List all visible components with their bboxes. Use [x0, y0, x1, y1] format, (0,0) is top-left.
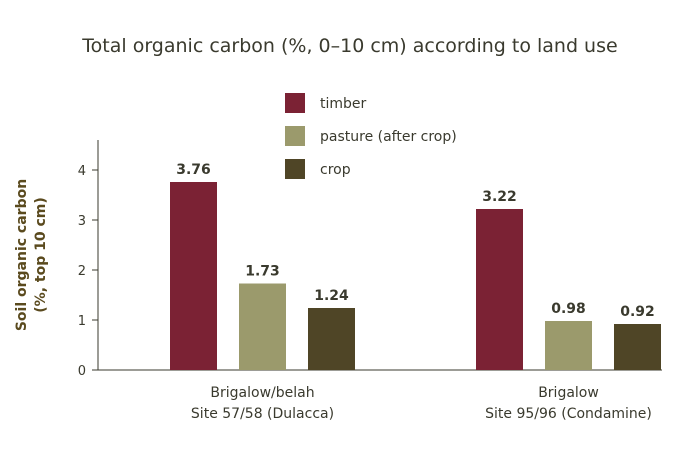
y-axis: 0 1 2 3 4 — [78, 140, 99, 379]
y-axis-title: Soil organic carbon (%, top 10 cm) — [14, 179, 49, 331]
legend-swatch — [285, 93, 305, 113]
bar-timber-1 — [476, 209, 523, 370]
category-label: Site 95/96 (Condamine) — [485, 406, 652, 422]
bar-pasture-0 — [239, 283, 286, 370]
category-label: Brigalow — [538, 385, 599, 401]
value-label: 0.98 — [551, 301, 586, 317]
legend-label: timber — [320, 96, 367, 112]
y-tick-label: 4 — [78, 164, 86, 179]
legend-label: crop — [320, 162, 351, 178]
y-axis-title-line: Soil organic carbon — [14, 179, 30, 331]
value-labels: 3.76 3.22 1.73 0.98 1.24 0.92 — [176, 162, 655, 320]
category-label: Brigalow/belah — [210, 385, 314, 401]
y-tick-label: 0 — [78, 364, 86, 379]
bar-crop-1 — [614, 324, 661, 370]
y-axis-title-line: (%, top 10 cm) — [33, 197, 49, 312]
y-tick-label: 3 — [78, 214, 86, 229]
category-label: Site 57/58 (Dulacca) — [191, 406, 334, 422]
bar-timber-0 — [170, 182, 217, 370]
legend: timber pasture (after crop) crop — [285, 93, 457, 179]
value-label: 3.22 — [482, 189, 517, 205]
legend-swatch — [285, 126, 305, 146]
y-tick-label: 1 — [78, 314, 86, 329]
bar-pasture-1 — [545, 321, 592, 370]
value-label: 1.73 — [245, 264, 280, 280]
value-label: 0.92 — [620, 304, 655, 320]
value-label: 1.24 — [314, 288, 349, 304]
chart-title: Total organic carbon (%, 0–10 cm) accord… — [82, 35, 618, 57]
category-labels: Brigalow/belah Site 57/58 (Dulacca) Brigal… — [191, 385, 652, 422]
y-tick-label: 2 — [78, 264, 86, 279]
bar-crop-0 — [308, 308, 355, 370]
value-label: 3.76 — [176, 162, 211, 178]
bars — [170, 182, 661, 370]
legend-label: pasture (after crop) — [320, 129, 457, 145]
legend-swatch — [285, 159, 305, 179]
